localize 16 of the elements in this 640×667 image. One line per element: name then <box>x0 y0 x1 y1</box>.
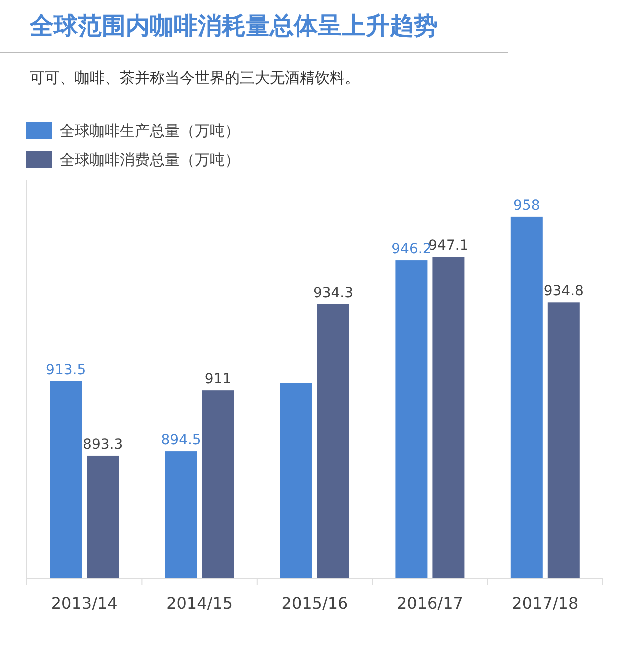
data-label: 894.5 <box>161 432 202 449</box>
data-label: 911 <box>204 372 232 388</box>
chart-title: 全球范围内咖啡消耗量总体呈上升趋势 <box>29 12 438 40</box>
legend-label: 全球咖啡消费总量（万吨） <box>60 151 240 169</box>
data-label: 958 <box>514 198 540 214</box>
data-label: 934.3 <box>313 286 354 302</box>
legend-label: 全球咖啡生产总量（万吨） <box>60 122 240 140</box>
data-label: 913.5 <box>46 362 86 378</box>
data-label: 893.3 <box>83 436 124 453</box>
chart-subtitle: 可可、咖啡、茶并称当今世界的三大无酒精饮料。 <box>30 69 360 87</box>
x-tick-label: 2016/17 <box>396 594 464 613</box>
x-tick-label: 2015/16 <box>282 594 348 613</box>
x-tick-label: 2017/18 <box>512 594 579 613</box>
x-tick-label: 2014/15 <box>166 594 234 613</box>
data-label: 934.8 <box>544 284 584 300</box>
x-tick-label: 2013/14 <box>51 594 118 613</box>
